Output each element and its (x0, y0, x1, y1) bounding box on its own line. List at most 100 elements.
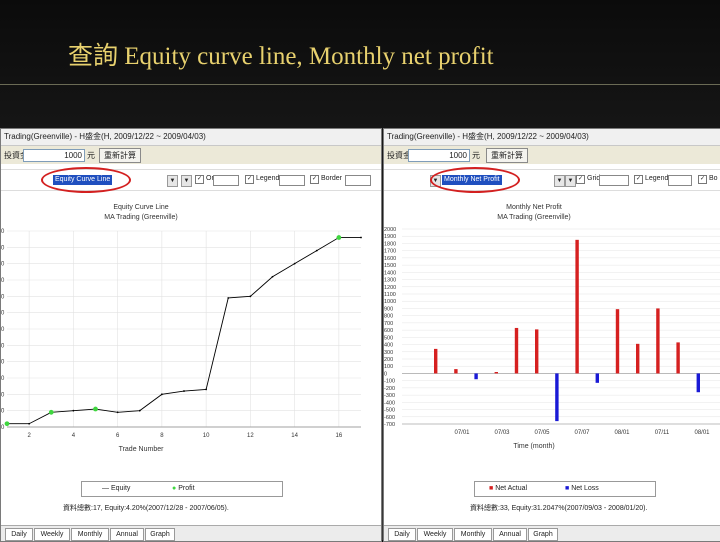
on-value-field[interactable] (213, 175, 239, 186)
checkbox-legend-label: Legend (645, 175, 669, 182)
investment-label: 投資金額 (4, 151, 36, 160)
chevron-down-icon[interactable]: ▼ (181, 175, 192, 187)
equity-point (315, 249, 318, 252)
equity-point (138, 409, 141, 412)
highlight-circle (41, 167, 131, 193)
y-tick-label: 0 (1, 294, 5, 300)
x-tick-label: 10 (203, 433, 210, 439)
y-tick-label: 0 (1, 327, 5, 333)
window-title: Trading(Greenville) - H盛金(H, 2009/12/22 … (384, 129, 720, 146)
y-tick-label: 1700 (384, 249, 396, 255)
x-tick-label: 16 (336, 433, 343, 439)
net-loss-bar (555, 373, 559, 422)
y-tick-label: 0 (1, 278, 5, 284)
checkbox-border[interactable]: ✓ (698, 175, 707, 184)
equity-point (227, 297, 230, 299)
x-tick-label: 8 (160, 433, 164, 439)
tab-graph[interactable]: Graph (528, 528, 558, 541)
net-loss-bar (696, 373, 700, 393)
x-tick-label: 08/01 (694, 430, 710, 436)
investment-toolbar: 投資金額 1000 元 重新計算 (1, 146, 381, 164)
y-tick-label: 1400 (384, 270, 396, 276)
recalculate-button[interactable]: 重新計算 (486, 148, 528, 163)
y-tick-label: 500 (384, 335, 393, 341)
net-actual-bar (636, 343, 640, 374)
chart-subtitle: MA Trading (Greenville) (497, 214, 571, 221)
chevron-down-icon[interactable]: ▼ (554, 175, 565, 187)
x-tick-label: 07/03 (494, 430, 510, 436)
y-tick-label: -200 (384, 386, 395, 392)
highlight-circle (430, 167, 520, 193)
border-value-field[interactable] (345, 175, 371, 186)
legend-value-field[interactable] (279, 175, 305, 186)
profit-marker (93, 406, 98, 412)
x-tick-label: 07/11 (655, 430, 670, 436)
y-tick-label: 0 (1, 245, 5, 251)
y-tick-label: 100 (384, 364, 393, 370)
checkbox-border[interactable]: ✓ (310, 175, 319, 184)
net-actual-bar (656, 308, 660, 374)
legend-value-field[interactable] (668, 175, 692, 186)
investment-input[interactable]: 1000 (408, 149, 470, 162)
status-text: 資料總數:33, Equity:31.2047%(2007/09/03 - 20… (470, 505, 648, 512)
period-tabs: Daily Weekly Monthly Annual Graph (384, 525, 720, 541)
y-tick-label: 1200 (384, 285, 396, 291)
y-tick-label: 0 (1, 392, 5, 398)
tab-daily[interactable]: Daily (5, 528, 33, 541)
checkbox-on[interactable]: ✓ (195, 175, 204, 184)
equity-line (7, 237, 361, 425)
net-actual-bar (494, 372, 498, 374)
x-axis-label: Time (month) (513, 443, 554, 450)
equity-point (293, 262, 296, 265)
checkbox-legend[interactable]: ✓ (634, 175, 643, 184)
y-tick-label: 0 (1, 262, 5, 268)
tab-weekly[interactable]: Weekly (34, 528, 70, 541)
tab-monthly[interactable]: Monthly (454, 528, 492, 541)
net-loss-bar (474, 373, 478, 380)
x-tick-label: 07/07 (574, 430, 590, 436)
y-tick-label: 0 (384, 371, 387, 377)
net-actual-bar (454, 369, 458, 374)
equity-curve-window: Trading(Greenville) - H盛金(H, 2009/12/22 … (0, 128, 382, 542)
y-tick-label: -700 (384, 422, 395, 428)
investment-input[interactable]: 1000 (23, 149, 85, 162)
legend-profit: ● Profit (172, 485, 195, 492)
equity-point (116, 411, 119, 414)
equity-point (160, 393, 163, 396)
tab-monthly[interactable]: Monthly (71, 528, 109, 541)
tab-weekly[interactable]: Weekly (417, 528, 453, 541)
checkbox-grid[interactable]: ✓ (576, 175, 585, 184)
checkbox-legend[interactable]: ✓ (245, 175, 254, 184)
tab-annual[interactable]: Annual (110, 528, 144, 541)
chart-title: Monthly Net Profit (506, 204, 562, 211)
y-tick-label: 1600 (384, 256, 396, 262)
y-tick-label: 200 (384, 357, 393, 363)
window-title: Trading(Greenville) - H盛金(H, 2009/12/22 … (1, 129, 381, 146)
net-loss-bar (595, 373, 599, 383)
x-tick-label: 12 (247, 433, 254, 439)
x-tick-label: 08/01 (614, 430, 630, 436)
tab-graph[interactable]: Graph (145, 528, 175, 541)
recalculate-button[interactable]: 重新計算 (99, 148, 141, 163)
chart-legend: — Equity ● Profit (81, 481, 283, 497)
unit-label: 元 (87, 151, 95, 160)
tab-daily[interactable]: Daily (388, 528, 416, 541)
checkbox-legend-label: Legend (256, 175, 280, 182)
y-tick-label: -400 (384, 400, 395, 406)
x-axis-label: Trade Number (119, 446, 165, 453)
y-tick-label: 1000 (384, 299, 396, 305)
monthly-profit-chart: Monthly Net Profit MA Trading (Greenville… (384, 204, 720, 450)
chevron-down-icon[interactable]: ▼ (565, 175, 576, 187)
legend-net-loss: ■ Net Loss (565, 485, 599, 492)
y-tick-label: -600 (384, 415, 395, 421)
y-tick-label: 1800 (384, 241, 396, 247)
chevron-down-icon[interactable]: ▼ (167, 175, 178, 187)
y-tick-label: 900 (384, 306, 393, 312)
checkbox-border-label: Bo (709, 175, 718, 182)
x-tick-label: 2 (27, 433, 31, 439)
slide-title: 查詢 Equity curve line, Monthly net profit (68, 43, 494, 70)
tab-annual[interactable]: Annual (493, 528, 527, 541)
investment-label: 投資金額 (387, 151, 419, 160)
grid-value-field[interactable] (599, 175, 629, 186)
investment-toolbar: 投資金額 1000 元 重新計算 (384, 146, 720, 164)
